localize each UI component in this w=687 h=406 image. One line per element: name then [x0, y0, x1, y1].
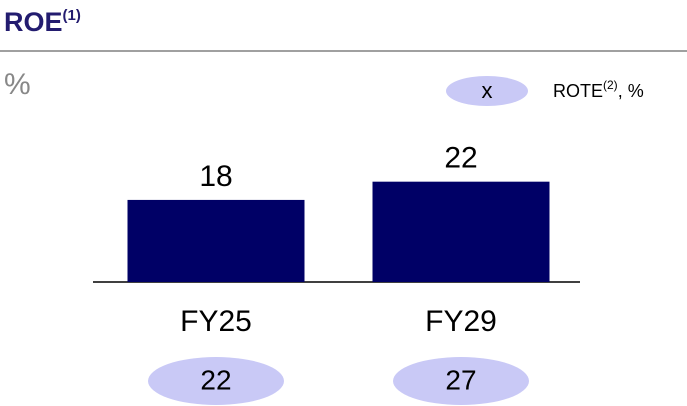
rote-value: 22: [200, 364, 231, 395]
legend-marker: [446, 76, 528, 106]
bar: [372, 181, 550, 282]
rote-badge: [393, 357, 529, 405]
legend-label: ROTE(2), %: [553, 78, 644, 101]
legend-marker-text: x: [482, 78, 493, 103]
x-tick-label: FY25: [180, 305, 252, 338]
legend-unit: , %: [618, 81, 644, 101]
unit-label: %: [4, 68, 31, 101]
title-text: ROE: [4, 7, 63, 37]
chart-title: ROE(1): [4, 7, 81, 37]
legend-note: (2): [603, 78, 618, 92]
legend-name: ROTE: [553, 81, 603, 101]
value-label: 22: [444, 142, 477, 175]
x-tick-label: FY29: [425, 305, 497, 338]
rote-badge: [148, 357, 284, 405]
title-note: (1): [63, 7, 81, 24]
rote-value: 27: [445, 364, 476, 395]
bar: [127, 199, 305, 282]
value-label: 18: [199, 160, 232, 193]
